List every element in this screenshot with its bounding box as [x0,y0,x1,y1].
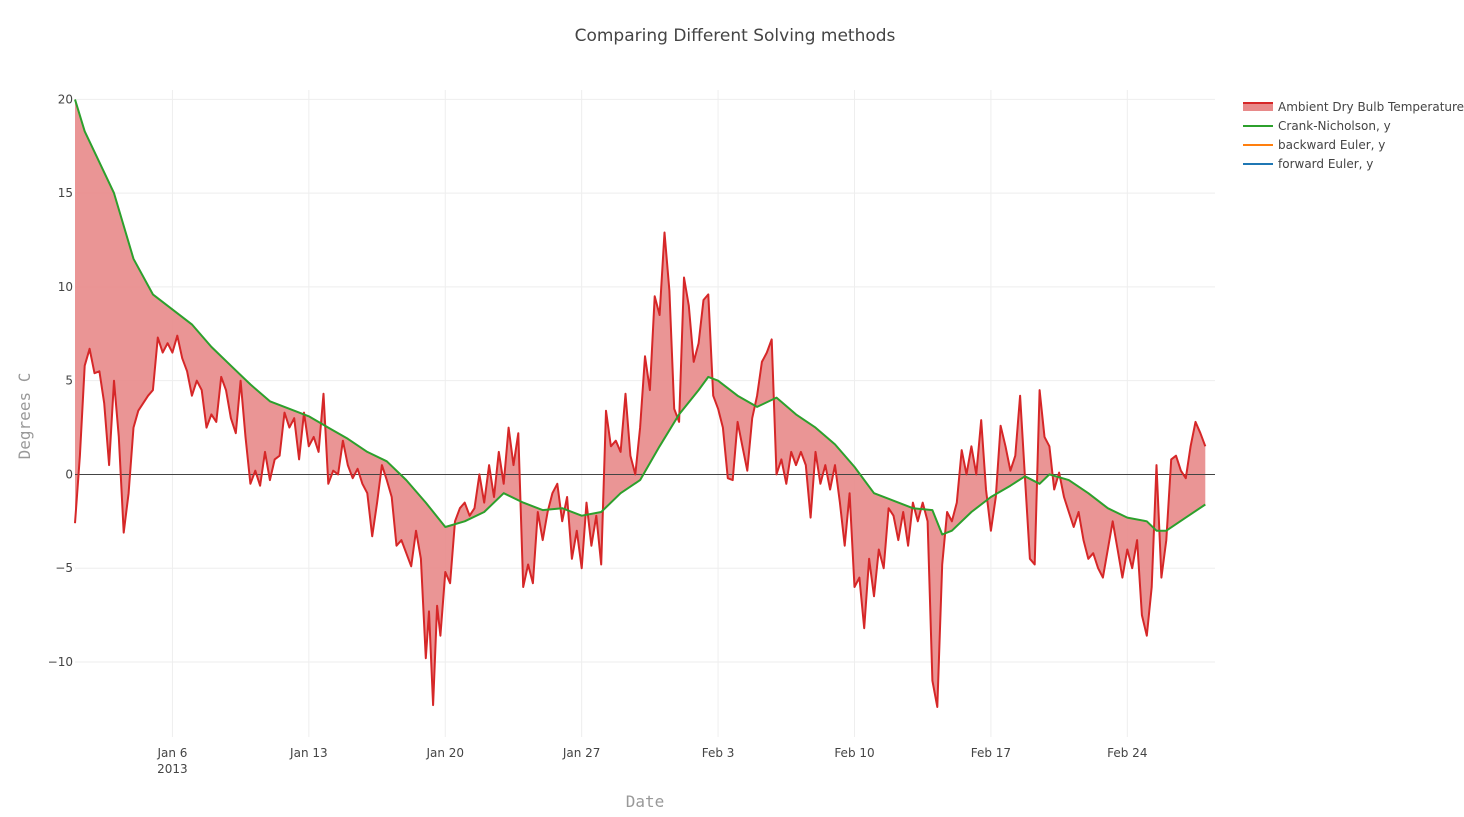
x-tick-label: Jan 20 [425,746,464,760]
y-tick-label: 15 [58,186,73,200]
x-tick-label: Feb 17 [971,746,1011,760]
y-tick-label: −5 [55,561,73,575]
legend-item[interactable]: Crank-Nicholson, y [1243,119,1391,133]
legend-label: Ambient Dry Bulb Temperature [1278,100,1464,114]
x-tick-sublabel: 2013 [157,762,188,776]
y-tick-label: 10 [58,280,73,294]
chart-title: Comparing Different Solving methods [575,26,896,46]
y-axis-title: Degrees C [15,373,34,460]
legend-swatch-fill [1243,103,1273,111]
x-tick-label: Jan 27 [562,746,601,760]
series-line-crank-nicholson [74,99,1206,536]
legend-label: backward Euler, y [1278,138,1385,152]
y-tick-label: 0 [65,467,73,481]
legend[interactable]: Ambient Dry Bulb Temperature Crank-Nichol… [1243,100,1464,171]
legend-item[interactable]: forward Euler, y [1243,157,1373,171]
line-layer [74,99,1207,708]
x-axis-title: Date [626,792,665,811]
legend-item[interactable]: Ambient Dry Bulb Temperature [1243,100,1464,114]
legend-item[interactable]: backward Euler, y [1243,138,1385,152]
fill-between-area [75,99,1206,707]
x-tick-label: Feb 24 [1107,746,1147,760]
y-axis-ticks: 20 15 10 5 0 −5 −10 [48,92,73,669]
x-tick-label: Jan 6 [156,746,187,760]
y-tick-label: 20 [58,92,73,106]
fill-layer [75,99,1206,707]
grid-layer [75,90,1215,737]
series-line-ambient [74,231,1207,708]
legend-label: Crank-Nicholson, y [1278,119,1391,133]
x-tick-label: Jan 13 [289,746,328,760]
x-tick-label: Feb 3 [702,746,735,760]
y-tick-label: 5 [65,374,73,388]
x-axis-ticks: Jan 6 2013 Jan 13 Jan 20 Jan 27 Feb 3 Feb 10 Fe… [156,746,1147,776]
x-tick-label: Feb 10 [834,746,874,760]
legend-label: forward Euler, y [1278,157,1373,171]
y-tick-label: −10 [48,655,73,669]
